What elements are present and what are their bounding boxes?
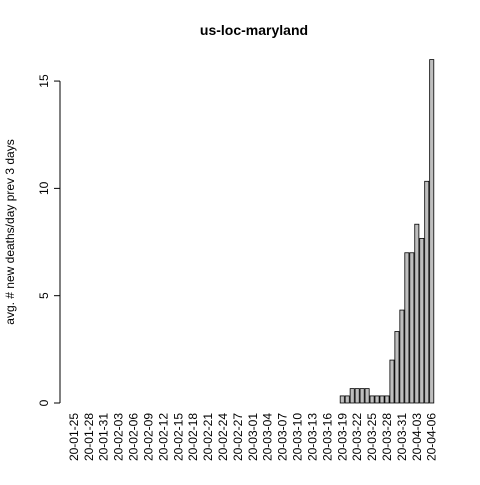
x-tick-label: 20-03-10 [291,413,305,461]
x-tick-label: 20-02-24 [216,413,230,461]
x-tick-label: 20-02-03 [112,413,126,461]
x-tick-label: 20-02-18 [186,413,200,461]
x-tick-label: 20-02-09 [141,413,155,461]
x-tick-label: 20-03-13 [305,413,319,461]
x-tick-label: 20-02-06 [127,413,141,461]
bar [424,180,430,404]
x-tick-label: 20-01-25 [67,413,81,461]
x-tick-label: 20-03-25 [365,413,379,461]
x-tick-label: 20-03-22 [350,413,364,461]
bar [344,395,350,404]
x-tick-label: 20-03-19 [335,413,349,461]
x-tick-label: 20-02-12 [156,413,170,461]
x-tick-label: 20-04-03 [410,413,424,461]
x-tick-label: 20-02-21 [201,413,215,461]
x-tick-label: 20-02-15 [171,413,185,461]
y-tick-label: 10 [37,181,51,195]
x-tick-label: 20-01-31 [97,413,111,461]
bar [419,237,425,404]
bar [339,395,345,404]
bar [399,309,405,404]
bar [389,359,395,404]
x-tick-label: 20-03-16 [320,413,334,461]
x-tick-label: 20-03-28 [380,413,394,461]
bar [409,252,415,404]
bar [414,223,420,404]
bar [369,395,375,404]
bar [374,395,380,404]
chart-title: us-loc-maryland [200,22,308,38]
bar [359,388,365,404]
bar [394,331,400,404]
y-tick-label: 15 [37,74,51,88]
y-axis-label: avg. # new deaths/day prev 3 days [3,139,17,324]
x-tick-label: 20-03-31 [395,413,409,461]
bar [354,388,360,404]
bar [349,388,355,404]
bar [379,395,385,404]
bar [429,59,435,404]
y-tick-label: 0 [37,399,51,406]
bar [404,252,410,404]
x-tick-label: 20-03-04 [261,413,275,461]
x-tick-label: 20-01-28 [82,413,96,461]
x-tick-label: 20-04-06 [425,413,439,461]
x-tick-label: 20-03-07 [276,413,290,461]
x-tick-label: 20-02-27 [231,413,245,461]
x-tick-label: 20-03-01 [246,413,260,461]
bar [364,388,370,404]
bar [384,395,390,404]
y-tick-label: 5 [37,292,51,299]
